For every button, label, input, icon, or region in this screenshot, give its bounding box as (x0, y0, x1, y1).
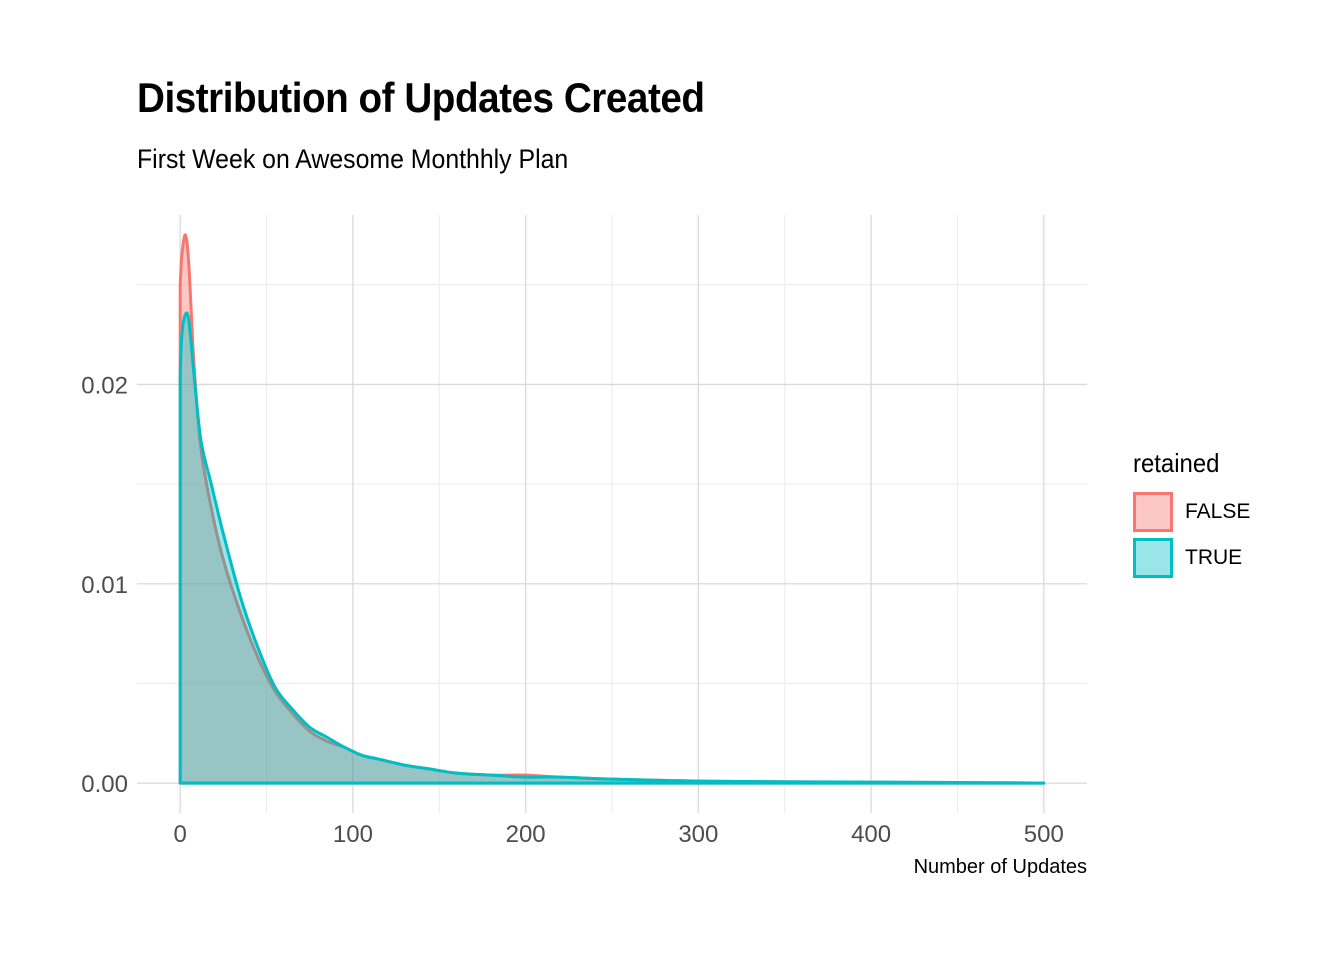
legend-key-false (1133, 492, 1173, 532)
y-axis-ticks: 0.00 0.01 0.02 (81, 372, 128, 798)
legend: retained FALSE TRUE (1133, 448, 1250, 581)
legend-label-false: FALSE (1185, 500, 1251, 523)
y-tick-label: 0.02 (81, 372, 128, 399)
x-tick-label: 500 (1024, 821, 1064, 848)
x-tick-label: 400 (851, 821, 891, 848)
grid-lines (137, 215, 1087, 813)
x-axis-title: Number of Updates (914, 856, 1087, 878)
legend-key-true (1133, 538, 1173, 578)
x-tick-label: 200 (506, 821, 546, 848)
legend-item-false: FALSE (1133, 489, 1250, 535)
density-area-true (178, 311, 1046, 785)
x-axis-ticks: 0 100 200 300 400 500 (174, 821, 1064, 848)
legend-label-true: TRUE (1185, 546, 1243, 569)
x-tick-label: 0 (174, 821, 187, 848)
chart-title: Distribution of Updates Created (137, 74, 705, 121)
legend-title: retained (1133, 448, 1220, 478)
x-tick-label: 300 (678, 821, 718, 848)
y-tick-label: 0.01 (81, 572, 128, 599)
legend-item-true: TRUE (1133, 535, 1250, 581)
x-tick-label: 100 (333, 821, 373, 848)
chart-subtitle: First Week on Awesome Monthhly Plan (137, 144, 569, 174)
y-tick-label: 0.00 (81, 771, 128, 798)
density-areas (178, 233, 1046, 785)
